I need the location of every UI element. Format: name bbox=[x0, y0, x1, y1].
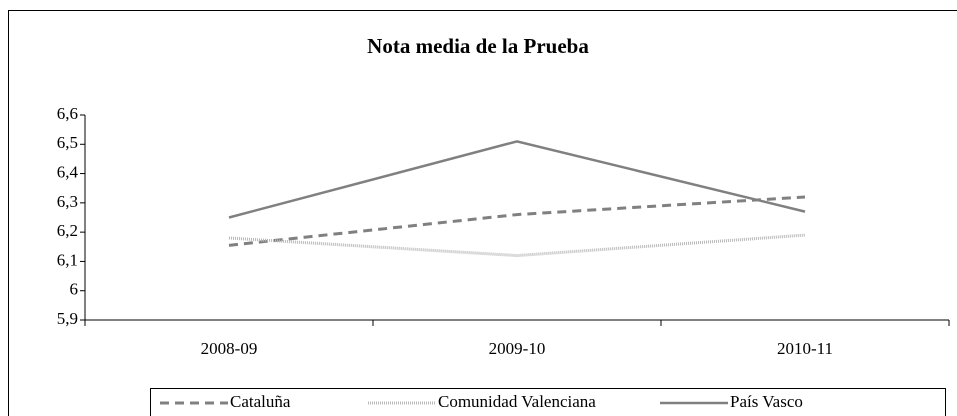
x-tick-label: 2008-09 bbox=[201, 339, 258, 358]
legend-label: Comunidad Valenciana bbox=[438, 392, 596, 411]
legend-label: Cataluña bbox=[230, 392, 291, 411]
legend-label: País Vasco bbox=[730, 392, 803, 411]
x-tick-label: 2010-11 bbox=[777, 339, 833, 358]
legend-box bbox=[150, 388, 946, 416]
y-tick-label: 6,1 bbox=[57, 250, 78, 269]
series-line bbox=[228, 195, 806, 247]
series-line bbox=[228, 233, 806, 258]
y-tick-label: 5,9 bbox=[57, 309, 78, 328]
x-tick-label: 2009-10 bbox=[489, 339, 546, 358]
chart-frame bbox=[8, 10, 957, 416]
chart-title: Nota media de la Prueba bbox=[367, 34, 589, 58]
y-tick-label: 6 bbox=[70, 280, 79, 299]
y-tick-label: 6,6 bbox=[57, 104, 78, 123]
y-tick-label: 6,4 bbox=[57, 162, 79, 181]
y-tick-label: 6,2 bbox=[57, 221, 78, 240]
y-tick-label: 6,3 bbox=[57, 192, 78, 211]
y-tick-label: 6,5 bbox=[57, 133, 78, 152]
series-line bbox=[228, 140, 806, 219]
